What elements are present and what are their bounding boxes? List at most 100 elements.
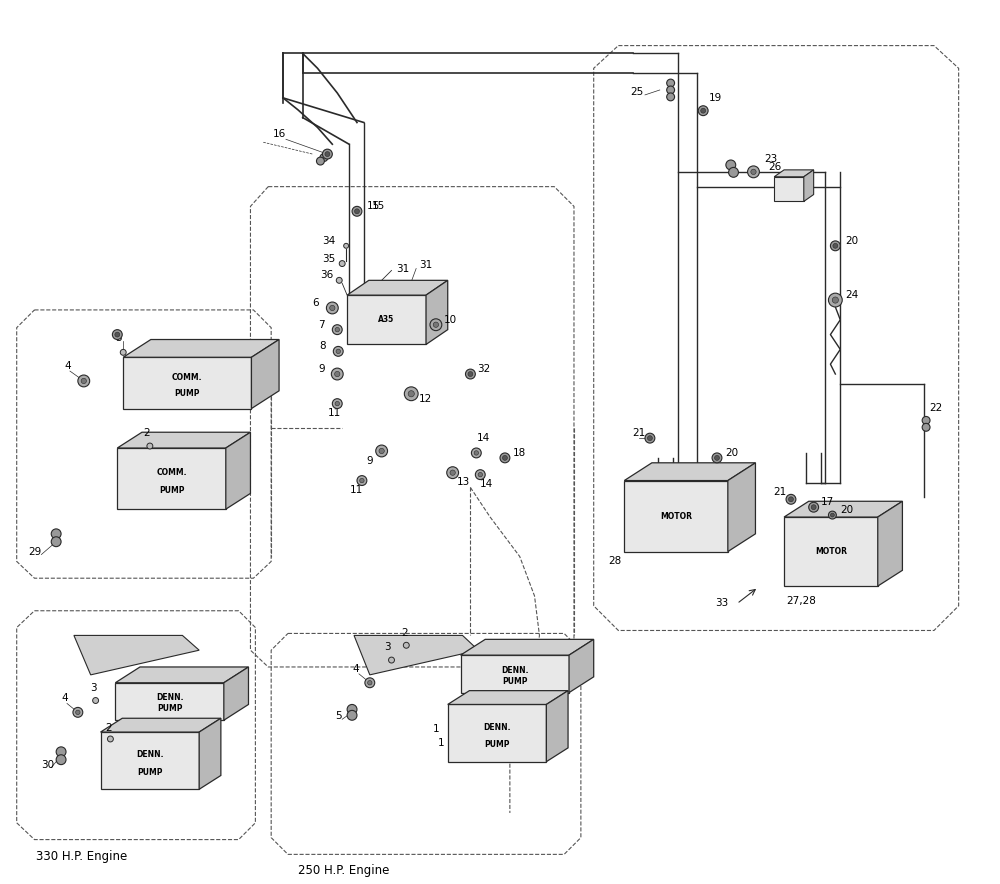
Circle shape [698, 106, 708, 116]
Polygon shape [784, 517, 878, 586]
Polygon shape [624, 463, 755, 481]
Text: 20: 20 [840, 505, 853, 515]
Circle shape [500, 453, 510, 463]
Text: 13: 13 [457, 477, 470, 487]
Text: PUMP: PUMP [137, 767, 163, 777]
Text: PUMP: PUMP [175, 389, 200, 398]
Text: DENN.: DENN. [136, 751, 164, 759]
Circle shape [335, 327, 339, 332]
Text: PUMP: PUMP [484, 740, 510, 749]
Text: 33: 33 [715, 598, 728, 608]
Circle shape [430, 319, 442, 331]
Text: 330 H.P. Engine: 330 H.P. Engine [36, 850, 128, 864]
Circle shape [81, 378, 86, 384]
Text: 15: 15 [367, 202, 380, 211]
Circle shape [112, 330, 122, 339]
Circle shape [788, 497, 793, 502]
Circle shape [729, 167, 738, 178]
Text: 15: 15 [372, 202, 385, 211]
Circle shape [332, 324, 342, 334]
Circle shape [647, 436, 652, 440]
Circle shape [786, 494, 796, 504]
Text: 2: 2 [401, 629, 408, 638]
Text: 11: 11 [327, 408, 341, 418]
Text: PUMP: PUMP [502, 677, 528, 686]
Text: 4: 4 [61, 693, 68, 704]
Circle shape [120, 349, 126, 355]
Text: 250 H.P. Engine: 250 H.P. Engine [298, 865, 389, 877]
Circle shape [330, 305, 335, 310]
Polygon shape [224, 667, 248, 720]
Polygon shape [546, 690, 568, 762]
Circle shape [828, 511, 836, 519]
Polygon shape [123, 357, 251, 408]
Text: COMM.: COMM. [172, 373, 203, 382]
Polygon shape [115, 682, 224, 720]
Text: 3: 3 [90, 682, 96, 693]
Circle shape [56, 747, 66, 757]
Circle shape [379, 448, 384, 453]
Text: 17: 17 [821, 497, 834, 507]
Text: 10: 10 [444, 315, 457, 324]
Text: 1: 1 [433, 724, 440, 734]
Text: 26: 26 [768, 162, 782, 171]
Circle shape [368, 681, 372, 685]
Text: 34: 34 [322, 236, 336, 246]
Polygon shape [115, 667, 248, 682]
Polygon shape [101, 719, 221, 732]
Text: 23: 23 [764, 154, 778, 164]
Polygon shape [347, 280, 448, 295]
Text: 20: 20 [845, 236, 858, 246]
Circle shape [832, 297, 838, 303]
Circle shape [726, 160, 736, 170]
Text: 18: 18 [513, 448, 526, 458]
Polygon shape [569, 639, 594, 693]
Circle shape [357, 476, 367, 485]
Circle shape [335, 371, 340, 377]
Text: 16: 16 [273, 129, 286, 140]
Circle shape [468, 371, 473, 377]
Polygon shape [123, 339, 279, 357]
Polygon shape [878, 501, 902, 586]
Circle shape [339, 261, 345, 267]
Circle shape [335, 401, 339, 406]
Circle shape [465, 370, 475, 379]
Circle shape [748, 166, 759, 178]
Text: 21: 21 [773, 487, 786, 498]
Circle shape [347, 705, 357, 714]
Circle shape [809, 502, 819, 512]
Circle shape [355, 209, 359, 214]
Circle shape [56, 755, 66, 765]
Polygon shape [101, 732, 199, 789]
Circle shape [316, 157, 324, 165]
Circle shape [322, 149, 332, 159]
Text: 27,28: 27,28 [786, 596, 816, 606]
Circle shape [811, 505, 816, 510]
Circle shape [347, 711, 357, 720]
Polygon shape [774, 177, 804, 202]
Polygon shape [784, 501, 902, 517]
Circle shape [447, 467, 459, 478]
Polygon shape [354, 636, 478, 674]
Circle shape [389, 657, 394, 663]
Text: 3: 3 [385, 642, 391, 652]
Circle shape [115, 332, 120, 337]
Circle shape [922, 416, 930, 424]
Text: MOTOR: MOTOR [660, 512, 692, 521]
Circle shape [701, 108, 706, 113]
Text: 35: 35 [322, 254, 336, 263]
Text: MOTOR: MOTOR [815, 547, 847, 556]
Polygon shape [774, 170, 814, 177]
Circle shape [147, 443, 153, 449]
Text: A35: A35 [378, 316, 395, 324]
Circle shape [331, 368, 343, 380]
Text: 22: 22 [929, 402, 942, 413]
Polygon shape [199, 719, 221, 789]
Circle shape [403, 643, 409, 648]
Circle shape [326, 302, 338, 314]
Circle shape [450, 470, 455, 476]
Circle shape [471, 448, 481, 458]
Polygon shape [448, 690, 568, 705]
Text: 14: 14 [480, 479, 494, 490]
Circle shape [830, 513, 834, 517]
